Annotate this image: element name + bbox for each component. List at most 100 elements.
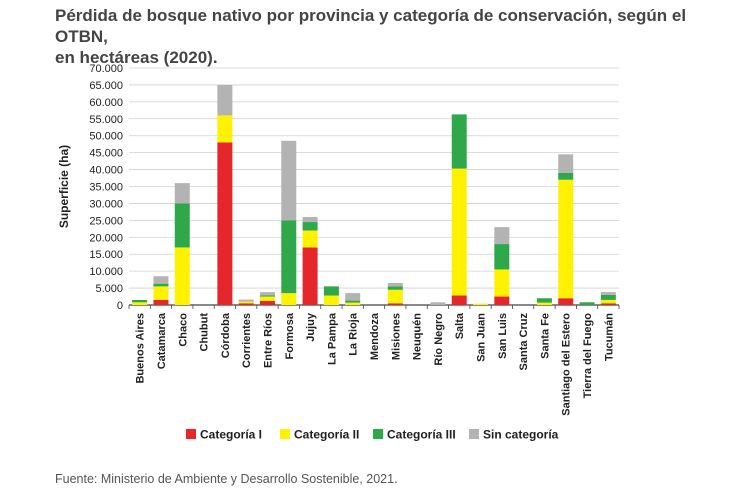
bar-segment bbox=[302, 216, 318, 223]
bar-segment bbox=[558, 154, 574, 173]
bar-segment bbox=[153, 276, 169, 284]
bar-segment bbox=[259, 292, 275, 296]
bar-segment bbox=[217, 115, 233, 143]
x-tick-label: Santa Fe bbox=[539, 313, 551, 359]
x-tick-label: Entre Ríos bbox=[262, 313, 274, 368]
x-tick-label: San Luis bbox=[497, 313, 509, 359]
x-tick-label: Misiones bbox=[390, 313, 402, 360]
x-tick-label: San Juan bbox=[476, 313, 488, 362]
x-tick-label: Mendoza bbox=[369, 312, 381, 360]
x-tick-label: Buenos Aires bbox=[135, 313, 147, 384]
chart-title: Pérdida de bosque nativo por provincia y… bbox=[55, 5, 705, 68]
bar-segment bbox=[281, 220, 297, 294]
bar-segment bbox=[281, 140, 297, 221]
bar-segment bbox=[302, 222, 318, 231]
bar-segment bbox=[259, 295, 275, 297]
y-tick-label: 25.000 bbox=[89, 215, 123, 227]
y-tick-label: 10.000 bbox=[89, 266, 123, 278]
bar-segment bbox=[323, 295, 339, 305]
bar-segment bbox=[494, 269, 510, 297]
bar-segment bbox=[536, 302, 552, 305]
bar-segment bbox=[536, 298, 552, 303]
bar-segment bbox=[259, 296, 275, 301]
bar-segment bbox=[451, 168, 467, 296]
y-tick-label: 35.000 bbox=[89, 182, 123, 194]
y-tick-label: 55.000 bbox=[89, 114, 123, 126]
legend-label: Categoría I bbox=[200, 428, 262, 442]
x-tick-label: La Rioja bbox=[348, 312, 360, 356]
bar-segment bbox=[387, 282, 403, 287]
bar-segment bbox=[387, 289, 403, 304]
x-tick-label: La Pampa bbox=[326, 312, 338, 365]
y-tick-label: 60.000 bbox=[89, 97, 123, 109]
bar-segment bbox=[345, 302, 361, 305]
bar-segment bbox=[174, 247, 190, 305]
bar-segment bbox=[238, 299, 254, 302]
bar-segment bbox=[387, 303, 403, 305]
y-tick-label: 5.000 bbox=[95, 283, 123, 295]
bar-segment bbox=[494, 227, 510, 245]
bar-segment bbox=[259, 300, 275, 305]
bar-segment bbox=[153, 283, 169, 287]
x-tick-label: Jujuy bbox=[305, 312, 317, 342]
bar-segment bbox=[473, 303, 489, 305]
bar-segment bbox=[600, 303, 616, 305]
bar-segment bbox=[494, 244, 510, 270]
bar-segment bbox=[600, 292, 616, 295]
x-tick-label: Santiago del Estero bbox=[561, 313, 573, 416]
legend-swatch bbox=[469, 429, 479, 439]
bar-segment bbox=[558, 298, 574, 305]
source-note: Fuente: Ministerio de Ambiente y Desarro… bbox=[55, 472, 398, 486]
legend-label: Categoría II bbox=[294, 428, 359, 442]
y-axis-title: Superficie (ha) bbox=[57, 145, 71, 228]
bar-segment bbox=[451, 114, 467, 169]
legend-swatch bbox=[280, 429, 290, 439]
x-tick-label: Chubut bbox=[199, 313, 211, 352]
legend-swatch bbox=[373, 429, 383, 439]
bar-segment bbox=[600, 299, 616, 304]
bar-segment bbox=[494, 296, 510, 305]
x-tick-label: Neuquén bbox=[412, 313, 424, 360]
bar-segment bbox=[238, 303, 254, 305]
stacked-bar-chart: 0 5.000 10.000 15.000 20.000 25.000 30.000 35.0… bbox=[57, 63, 620, 442]
y-tick-label: 70.000 bbox=[89, 63, 123, 75]
y-tick-label: 20.000 bbox=[89, 232, 123, 244]
bar-segment bbox=[132, 299, 148, 303]
y-tick-label: 15.000 bbox=[89, 249, 123, 261]
bar-segment bbox=[153, 299, 169, 305]
y-tick-label: 65.000 bbox=[89, 80, 123, 92]
x-tick-label: Catamarca bbox=[156, 312, 168, 369]
bar-segment bbox=[302, 247, 318, 305]
bar-segment bbox=[558, 179, 574, 299]
bar-segment bbox=[558, 172, 574, 180]
x-tick-label: Córdoba bbox=[220, 312, 232, 358]
x-tick-label: Chaco bbox=[177, 313, 189, 347]
y-tick-label: 40.000 bbox=[89, 165, 123, 177]
bar-segment bbox=[302, 230, 318, 248]
chart-title-line2: en hectáreas (2020). bbox=[55, 48, 218, 67]
x-tick-label: Formosa bbox=[284, 312, 296, 359]
x-tick-label: Corrientes bbox=[241, 313, 253, 368]
bar-segment bbox=[600, 294, 616, 300]
bar-segment bbox=[579, 302, 595, 305]
bar-segment bbox=[430, 302, 446, 305]
x-tick-label: Tucumán bbox=[603, 313, 615, 361]
x-tick-label: Salta bbox=[454, 312, 466, 339]
legend-swatch bbox=[186, 429, 196, 439]
chart-title-line1: Pérdida de bosque nativo por provincia y… bbox=[55, 6, 687, 46]
bar-segment bbox=[281, 293, 297, 305]
y-tick-label: 30.000 bbox=[89, 198, 123, 210]
bar-segment bbox=[451, 295, 467, 305]
y-tick-label: 50.000 bbox=[89, 131, 123, 143]
bar-segment bbox=[153, 286, 169, 300]
x-tick-label: Tierra del Fuego bbox=[582, 313, 594, 399]
bar-segment bbox=[174, 203, 190, 248]
x-tick-label: Río Negro bbox=[433, 313, 445, 366]
bar-segment bbox=[132, 302, 148, 305]
bar-segment bbox=[174, 183, 190, 204]
bar-segment bbox=[323, 286, 339, 296]
y-tick-label: 45.000 bbox=[89, 148, 123, 160]
legend-label: Sin categoría bbox=[483, 428, 559, 442]
bar-segment bbox=[238, 301, 254, 304]
x-tick-label: Santa Cruz bbox=[518, 313, 530, 371]
